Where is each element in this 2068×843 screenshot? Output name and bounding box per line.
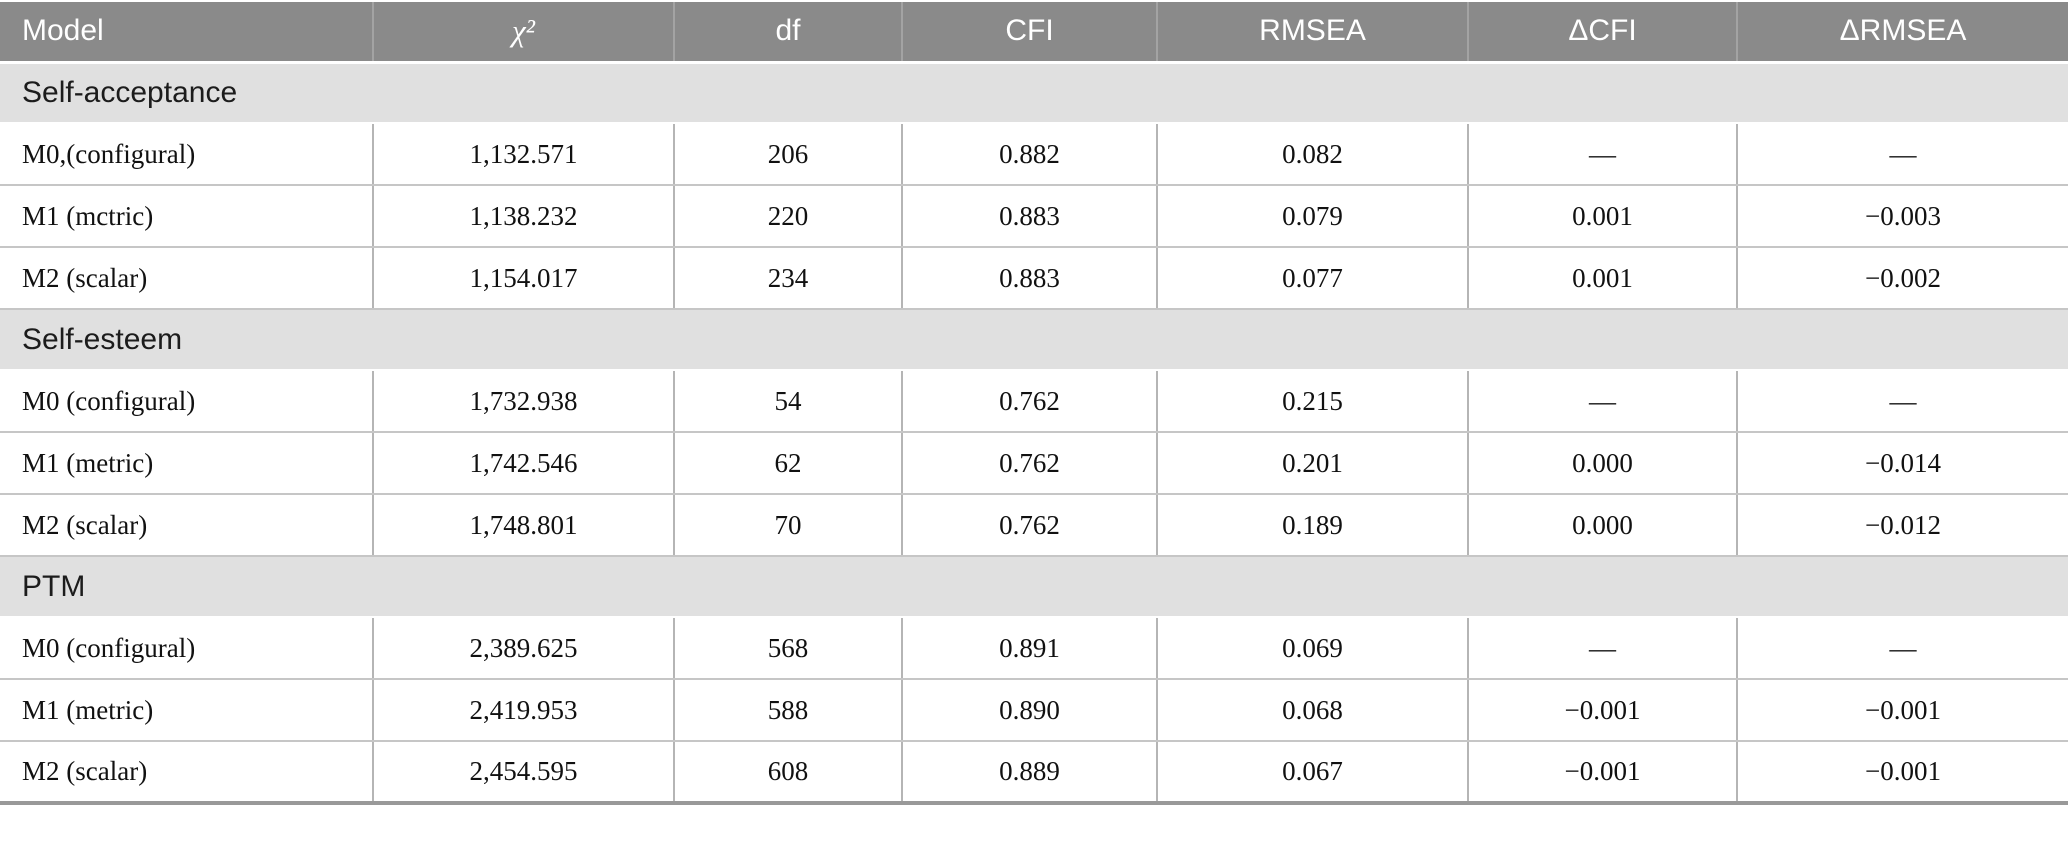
value-cell: 2,454.595: [372, 741, 674, 804]
value-cell: 1,732.938: [372, 370, 674, 433]
table-row: M2 (scalar) 1,748.801 70 0.762 0.189 0.000 −0.…: [0, 494, 2068, 557]
value-cell: 608: [673, 741, 902, 804]
value-cell: −0.014: [1736, 432, 2068, 495]
table-header: Model χ² df CFI RMSEA ΔCFI ΔRMSEA: [0, 2, 2068, 64]
model-cell: M2 (scalar): [0, 247, 373, 310]
value-cell: —: [1736, 370, 2068, 433]
column-header-chi-squared: χ²: [372, 2, 674, 64]
value-cell: 0.000: [1467, 494, 1737, 557]
value-cell: 1,154.017: [372, 247, 674, 310]
value-cell: 70: [673, 494, 902, 557]
model-fit-table: Model χ² df CFI RMSEA ΔCFI ΔRMSEA Self-a…: [0, 2, 2068, 805]
value-cell: −0.001: [1736, 679, 2068, 742]
column-header-df: df: [673, 2, 902, 64]
value-cell: 0.068: [1156, 679, 1468, 742]
value-cell: −0.003: [1736, 185, 2068, 248]
value-cell: 0.215: [1156, 370, 1468, 433]
column-header-rmsea: RMSEA: [1156, 2, 1468, 64]
value-cell: 1,132.571: [372, 123, 674, 186]
table-row: M1 (mctric) 1,138.232 220 0.883 0.079 0.001 −0…: [0, 185, 2068, 248]
header-row: Model χ² df CFI RMSEA ΔCFI ΔRMSEA: [0, 2, 2068, 64]
value-cell: 0.762: [901, 494, 1157, 557]
model-cell: M2 (scalar): [0, 741, 373, 804]
value-cell: 0.189: [1156, 494, 1468, 557]
model-cell: M1 (metric): [0, 432, 373, 495]
value-cell: 54: [673, 370, 902, 433]
value-cell: 0.891: [901, 617, 1157, 680]
value-cell: 0.069: [1156, 617, 1468, 680]
value-cell: —: [1736, 123, 2068, 186]
section-title: Self-acceptance: [0, 61, 2068, 124]
value-cell: 62: [673, 432, 902, 495]
table-row: M0 (configural) 2,389.625 568 0.891 0.069— —: [0, 617, 2068, 680]
value-cell: 0.201: [1156, 432, 1468, 495]
value-cell: 1,742.546: [372, 432, 674, 495]
column-header-delta-rmsea: ΔRMSEA: [1736, 2, 2068, 64]
value-cell: 0.762: [901, 370, 1157, 433]
value-cell: 0.762: [901, 432, 1157, 495]
value-cell: 0.077: [1156, 247, 1468, 310]
value-cell: −0.001: [1736, 741, 2068, 804]
table-row: M2 (scalar) 1,154.017 234 0.883 0.077 0.001 −0…: [0, 247, 2068, 310]
model-cell: M0 (configural): [0, 617, 373, 680]
value-cell: −0.012: [1736, 494, 2068, 557]
value-cell: 0.001: [1467, 247, 1737, 310]
table-row: M0,(configural) 1,132.571 206 0.882 0.082— —: [0, 123, 2068, 186]
table-body: Self-acceptance M0,(configural) 1,132.571 2…: [0, 61, 2068, 804]
value-cell: −0.001: [1467, 679, 1737, 742]
value-cell: −0.001: [1467, 741, 1737, 804]
value-cell: 0.883: [901, 247, 1157, 310]
section-row: Self-acceptance: [0, 61, 2068, 124]
value-cell: 0.067: [1156, 741, 1468, 804]
column-header-model: Model: [0, 2, 373, 64]
value-cell: —: [1467, 370, 1737, 433]
section-title: PTM: [0, 555, 2068, 618]
value-cell: 0.079: [1156, 185, 1468, 248]
value-cell: 0.889: [901, 741, 1157, 804]
value-cell: −0.002: [1736, 247, 2068, 310]
value-cell: 0.000: [1467, 432, 1737, 495]
value-cell: 220: [673, 185, 902, 248]
model-cell: M2 (scalar): [0, 494, 373, 557]
value-cell: 2,389.625: [372, 617, 674, 680]
value-cell: 2,419.953: [372, 679, 674, 742]
column-header-delta-cfi: ΔCFI: [1467, 2, 1737, 64]
table-row: M1 (metric) 2,419.953 588 0.890 0.068 −0.001−…: [0, 679, 2068, 742]
table-row: M0 (configural) 1,732.938 54 0.762 0.215— —: [0, 370, 2068, 433]
value-cell: 1,748.801: [372, 494, 674, 557]
value-cell: —: [1736, 617, 2068, 680]
model-cell: M0 (configural): [0, 370, 373, 433]
section-row: Self-esteem: [0, 308, 2068, 371]
section-title: Self-esteem: [0, 308, 2068, 371]
value-cell: 588: [673, 679, 902, 742]
value-cell: 0.082: [1156, 123, 1468, 186]
value-cell: 568: [673, 617, 902, 680]
value-cell: —: [1467, 123, 1737, 186]
value-cell: 234: [673, 247, 902, 310]
value-cell: 0.883: [901, 185, 1157, 248]
model-cell: M0,(configural): [0, 123, 373, 186]
value-cell: 0.001: [1467, 185, 1737, 248]
model-cell: M1 (mctric): [0, 185, 373, 248]
model-cell: M1 (metric): [0, 679, 373, 742]
value-cell: —: [1467, 617, 1737, 680]
table-row: M2 (scalar) 2,454.595 608 0.889 0.067 −0.001−…: [0, 741, 2068, 804]
table-row: M1 (metric) 1,742.546 62 0.762 0.201 0.000 −0.…: [0, 432, 2068, 495]
value-cell: 0.882: [901, 123, 1157, 186]
column-header-cfi: CFI: [901, 2, 1157, 64]
section-row: PTM: [0, 555, 2068, 618]
value-cell: 1,138.232: [372, 185, 674, 248]
value-cell: 0.890: [901, 679, 1157, 742]
value-cell: 206: [673, 123, 902, 186]
